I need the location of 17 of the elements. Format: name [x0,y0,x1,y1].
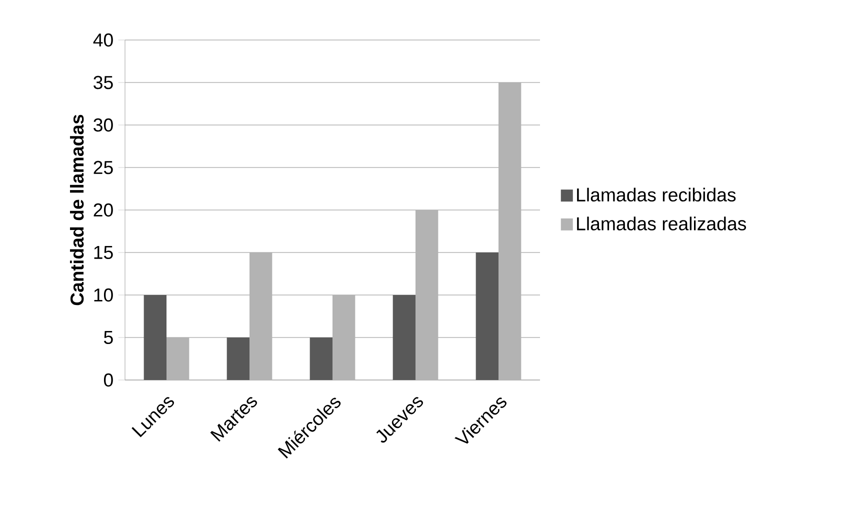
y-tick-label: 40 [93,33,113,47]
bar [392,294,416,380]
legend-label: Llamadas recibidas [577,188,736,202]
y-tick-label: 10 [94,288,113,302]
y-tick-label: 5 [104,330,113,344]
bar [310,338,333,380]
bar [476,252,499,380]
y-tick-label: 30 [94,118,113,132]
y-tick-label: 25 [94,160,113,174]
y-tick-label: 15 [94,246,113,260]
bar [226,338,250,380]
legend-label: Llamadas realizadas [577,216,746,230]
y-axis-title: Cantidad de llamadas [70,114,84,306]
y-tick-label: 0 [104,373,113,387]
bar [144,294,167,380]
y-tick-label: 35 [94,76,113,90]
y-tick-label: 20 [94,203,113,217]
